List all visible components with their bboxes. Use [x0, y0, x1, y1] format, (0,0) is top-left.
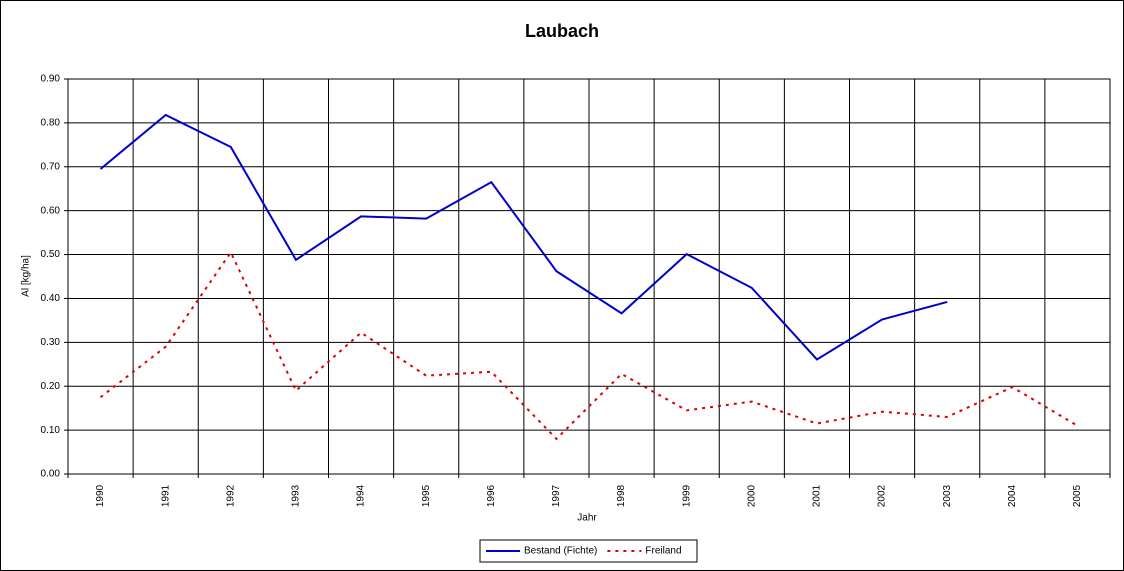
x-tick-label: 1998	[616, 484, 627, 507]
x-tick-label: 1990	[95, 484, 106, 507]
y-tick-label: 0.40	[41, 293, 61, 304]
series-line	[99, 113, 948, 361]
x-tick-label: 1992	[225, 484, 236, 507]
series-line	[99, 250, 1078, 441]
legend-label: Bestand (Fichte)	[524, 546, 597, 557]
x-tick-label: 2001	[812, 484, 823, 507]
y-axis-label: Al [kg/ha]	[21, 255, 32, 297]
legend	[479, 539, 698, 563]
x-tick-label: 1995	[421, 484, 432, 507]
x-axis-label: Jahr	[577, 513, 597, 524]
x-tick-label: 1999	[681, 484, 692, 507]
y-tick-label: 0.00	[41, 469, 61, 480]
x-tick-label: 1997	[551, 484, 562, 507]
x-tick-label: 2002	[877, 484, 888, 507]
x-tick-label: 1994	[356, 484, 367, 507]
legend-label: Freiland	[645, 546, 681, 557]
x-tick-label: 1993	[291, 484, 302, 507]
y-tick-label: 0.90	[41, 74, 61, 85]
y-tick-label: 0.20	[41, 381, 61, 392]
x-tick-label: 2004	[1007, 484, 1018, 507]
y-tick-label: 0.70	[41, 161, 61, 172]
x-tick-label: 2003	[942, 484, 953, 507]
y-tick-label: 0.30	[41, 337, 61, 348]
chart-title: Laubach	[525, 21, 599, 41]
y-tick-label: 0.80	[41, 118, 61, 129]
x-tick-label: 1996	[486, 484, 497, 507]
y-tick-label: 0.60	[41, 205, 61, 216]
x-tick-label: 2000	[746, 484, 757, 507]
y-tick-label: 0.10	[41, 425, 61, 436]
plot-border	[67, 78, 1111, 475]
x-tick-label: 1991	[160, 484, 171, 507]
x-tick-label: 2005	[1072, 484, 1083, 507]
y-tick-label: 0.50	[41, 249, 61, 260]
